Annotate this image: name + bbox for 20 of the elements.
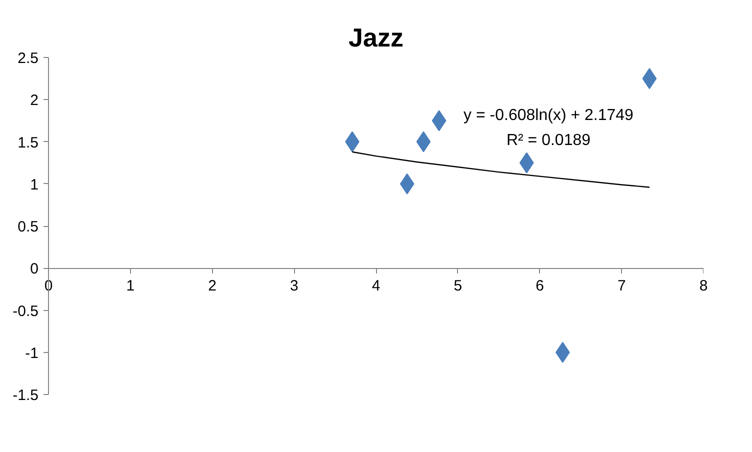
chart-title: Jazz xyxy=(348,22,404,52)
x-tick-label: 3 xyxy=(290,278,298,294)
x-tick-label: 8 xyxy=(699,278,708,294)
annotation: y = -0.608ln(x) + 2.1749 xyxy=(464,107,634,124)
x-tick-label: 5 xyxy=(454,278,462,294)
y-tick-label: 0.5 xyxy=(18,218,39,236)
y-tick-label: 2.5 xyxy=(18,50,39,67)
y-tick-label: 2 xyxy=(30,92,38,110)
x-tick-label: 1 xyxy=(126,278,135,294)
y-tick-label: -1 xyxy=(25,344,39,362)
x-tick-label: 6 xyxy=(536,278,544,294)
x-tick-label: 2 xyxy=(208,278,216,294)
x-tick-label: 4 xyxy=(372,278,380,294)
y-tick-label: 0 xyxy=(30,260,38,278)
y-tick-label: -1.5 xyxy=(12,387,39,404)
x-tick-label: 7 xyxy=(617,278,626,294)
y-tick-label: 1 xyxy=(30,176,38,194)
y-tick-label: 1.5 xyxy=(18,134,39,152)
y-tick-label: -0.5 xyxy=(12,302,39,320)
annotation: R² = 0.0189 xyxy=(506,132,591,149)
